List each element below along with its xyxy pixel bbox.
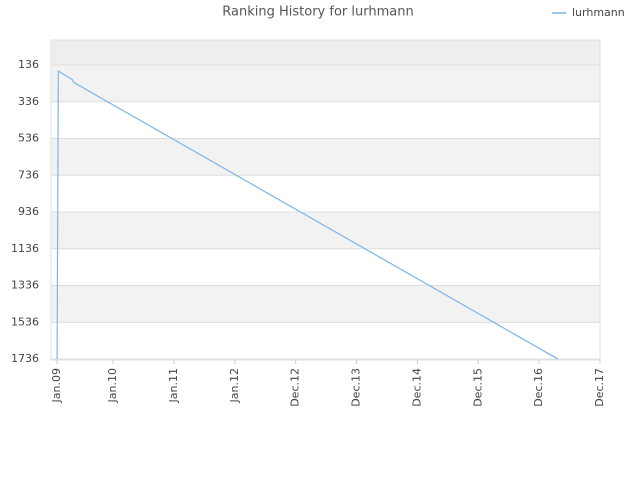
plot-band: [51, 248, 600, 286]
y-tick-label: 536: [18, 132, 39, 145]
series-line: [56, 70, 559, 360]
y-tick-label: 1536: [11, 315, 39, 328]
plot-band: [51, 322, 600, 360]
x-tick-label: Dec.12: [289, 368, 302, 407]
plot-band: [51, 175, 600, 213]
x-tick-label: Jan.10: [106, 368, 119, 403]
plot-band: [51, 64, 600, 102]
y-tick-label: 936: [18, 205, 39, 218]
plot-band: [51, 101, 600, 139]
y-tick-label: 1136: [11, 242, 39, 255]
x-tick-label: Dec.14: [410, 368, 423, 407]
plot-band: [51, 285, 600, 323]
x-tick-label: Dec.15: [471, 368, 484, 407]
x-tick-label: Dec.17: [593, 368, 606, 407]
plot-border: [50, 39, 601, 361]
x-tick-label: Dec.13: [350, 368, 363, 407]
legend-label: lurhmann: [572, 6, 625, 19]
plot-band: [51, 40, 600, 65]
plot-band: [51, 212, 600, 249]
chart-title: Ranking History for lurhmann: [222, 5, 413, 20]
x-tick-label: Dec.16: [532, 368, 545, 407]
y-tick-label: 1736: [11, 352, 39, 365]
x-tick-label: Jan.11: [167, 368, 180, 403]
y-tick-label: 736: [18, 168, 39, 181]
y-tick-label: 1336: [11, 279, 39, 292]
y-tick-label: 336: [18, 95, 39, 108]
x-tick-label: Jan.09: [50, 368, 63, 403]
plot-band: [51, 138, 600, 176]
x-tick-label: Jan.12: [228, 368, 241, 403]
y-tick-label: 136: [18, 58, 39, 71]
